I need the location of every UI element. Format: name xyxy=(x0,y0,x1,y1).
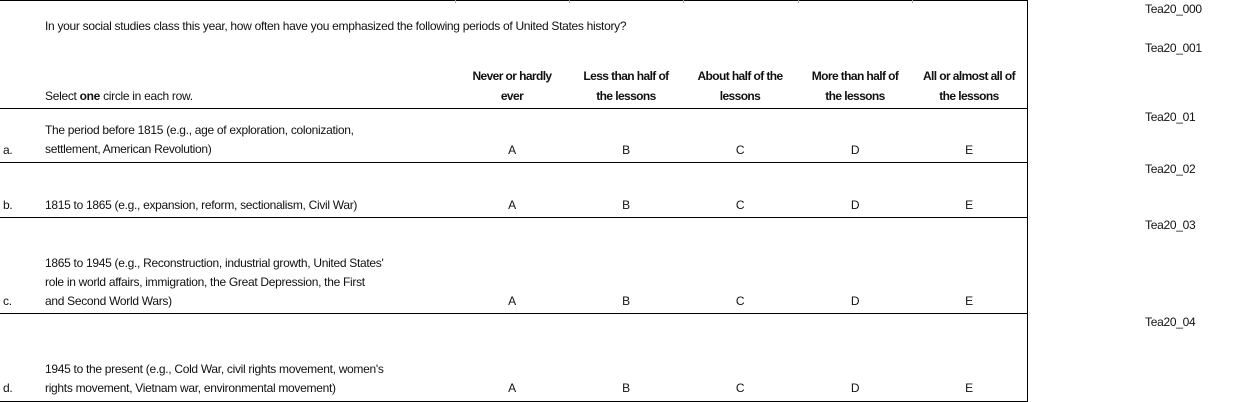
response-option[interactable]: C xyxy=(735,294,745,308)
column-header-less-than-half: Less than half of the lessons xyxy=(583,69,669,103)
row-text: 1865 to 1945 (e.g., Reconstruction, indu… xyxy=(45,256,384,308)
response-option[interactable]: E xyxy=(965,294,973,308)
row-divider xyxy=(0,162,1028,163)
variable-code: Tea20_02 xyxy=(1145,162,1196,176)
variable-code: Tea20_04 xyxy=(1145,315,1196,329)
instruction-emphasis: one xyxy=(79,89,101,103)
column-tick xyxy=(455,0,456,3)
response-option[interactable]: D xyxy=(850,198,860,212)
response-option[interactable]: E xyxy=(965,198,973,212)
response-option[interactable]: D xyxy=(850,381,860,395)
response-option[interactable]: E xyxy=(965,381,973,395)
question-text: In your social studies class this year, … xyxy=(45,19,627,33)
response-option[interactable]: B xyxy=(622,294,630,308)
response-option[interactable]: D xyxy=(850,294,860,308)
response-option[interactable]: B xyxy=(622,143,630,157)
response-option[interactable]: C xyxy=(735,198,745,212)
column-header-more-than-half: More than half of the lessons xyxy=(811,69,899,103)
variable-code: Tea20_001 xyxy=(1145,41,1202,55)
response-option[interactable]: B xyxy=(622,381,630,395)
row-divider xyxy=(0,108,1028,109)
column-tick xyxy=(683,0,684,3)
row-letter: a. xyxy=(3,143,13,157)
response-option[interactable]: C xyxy=(735,143,745,157)
column-header-never: Never or hardly ever xyxy=(472,69,552,103)
column-header-all: All or almost all of the lessons xyxy=(922,69,1016,103)
column-tick xyxy=(912,0,913,3)
response-option[interactable]: A xyxy=(508,198,516,212)
variable-code: Tea20_03 xyxy=(1145,218,1196,232)
response-option[interactable]: D xyxy=(850,143,860,157)
response-option[interactable]: C xyxy=(735,381,745,395)
column-tick xyxy=(798,0,799,3)
column-header-about-half: About half of the lessons xyxy=(697,69,783,103)
row-letter: d. xyxy=(3,381,13,395)
row-letter: b. xyxy=(3,198,13,212)
row-letter: c. xyxy=(3,294,12,308)
column-tick xyxy=(569,0,570,3)
variable-code: Tea20_01 xyxy=(1145,110,1196,124)
response-option[interactable]: B xyxy=(622,198,630,212)
row-divider xyxy=(0,217,1028,218)
response-option[interactable]: E xyxy=(965,143,973,157)
response-option[interactable]: A xyxy=(508,143,516,157)
row-divider xyxy=(0,313,1028,314)
instruction-text: Select one circle in each row. xyxy=(45,87,193,106)
row-text: The period before 1815 (e.g., age of exp… xyxy=(45,123,354,156)
instruction-before: Select xyxy=(45,89,80,103)
response-option[interactable]: A xyxy=(508,294,516,308)
row-text: 1945 to the present (e.g., Cold War, civ… xyxy=(45,362,384,395)
row-text: 1815 to 1865 (e.g., expansion, reform, s… xyxy=(45,198,358,212)
response-option[interactable]: A xyxy=(508,381,516,395)
instruction-after: circle in each row. xyxy=(100,89,193,103)
variable-code: Tea20_000 xyxy=(1145,2,1202,16)
